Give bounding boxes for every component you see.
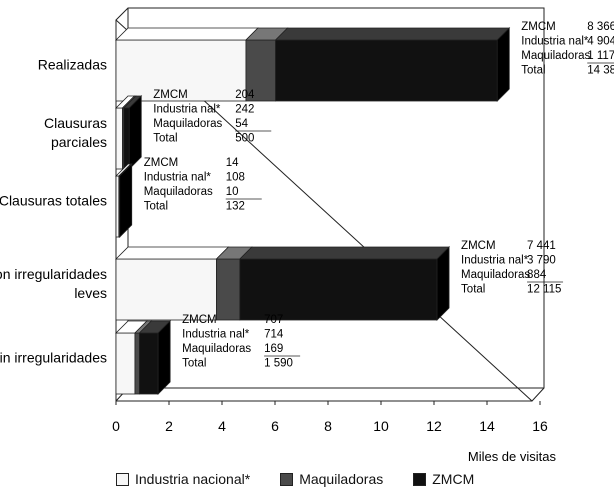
bar-side-face <box>157 320 171 395</box>
annotation-value: 54 <box>235 118 248 130</box>
bar-segment-zmcm <box>239 258 438 321</box>
annotation-label: Industria nal* <box>182 329 250 341</box>
bar-segment-industria-top <box>115 27 259 41</box>
category-label: parciales <box>51 134 107 150</box>
bar-segment-maquiladoras <box>216 258 241 321</box>
x-tick-label: 16 <box>532 418 548 434</box>
legend-item-maquiladoras: Maquiladoras <box>280 471 383 487</box>
x-tick-label: 0 <box>112 418 120 434</box>
bar-segment-industria <box>115 332 136 395</box>
bar-segment-maquiladoras <box>134 332 140 395</box>
annotation-label: Maquiladoras <box>182 343 251 355</box>
annotation-value: 1 590 <box>264 358 293 370</box>
x-axis-label: Miles de visitas <box>468 449 557 464</box>
annotation-value: 7 441 <box>527 240 556 252</box>
annotation-label: Total <box>144 201 168 213</box>
bar-segment-zmcm <box>275 39 498 102</box>
annotation-label: Total <box>182 358 206 370</box>
legend-item-zmcm: ZMCM <box>413 471 474 487</box>
legend-item-industria: Industria nacional* <box>116 471 250 487</box>
annotation-value: 132 <box>226 201 245 213</box>
annotation-value: 8 366 <box>587 21 614 33</box>
legend-label-industria: Industria nacional* <box>135 471 251 487</box>
bar-segment-zmcm <box>123 107 130 170</box>
annotation-value: 4 904 <box>587 36 614 48</box>
annotation-label: Total <box>521 65 545 77</box>
annotation-value: 707 <box>264 314 283 326</box>
bar-side-face <box>496 27 510 102</box>
bar-segment-zmcm-top <box>274 27 511 41</box>
annotation-label: ZMCM <box>521 21 556 33</box>
bar-segment-industria <box>115 39 247 102</box>
annotation-label: ZMCM <box>182 314 217 326</box>
annotation-label: Industria nal* <box>521 36 589 48</box>
annotation-value: 1 117 <box>587 50 614 62</box>
x-tick-label: 14 <box>479 418 495 434</box>
annotation-label: Total <box>153 133 177 145</box>
chart-frame-back <box>115 7 545 402</box>
bar-segment-industria <box>115 258 217 321</box>
legend-label-zmcm: ZMCM <box>432 471 475 487</box>
category-label: Realizadas <box>38 57 107 73</box>
annotation-value: 14 387 <box>587 65 614 77</box>
annotation-value: 3 790 <box>527 255 556 267</box>
bar-side-face <box>119 163 133 238</box>
annotation-value: 12 115 <box>527 284 561 296</box>
legend: Industria nacional* Maquiladoras ZMCM <box>116 470 504 488</box>
annotation-label: Maquiladoras <box>153 118 222 130</box>
annotation-label: Industria nal* <box>153 104 221 116</box>
x-tick-label: 2 <box>165 418 173 434</box>
x-tick-label: 12 <box>426 418 442 434</box>
annotation-label: Industria nal* <box>144 172 212 184</box>
annotation-value: 10 <box>226 186 239 198</box>
annotation-label: ZMCM <box>461 240 496 252</box>
x-tick-label: 4 <box>218 418 226 434</box>
category-label: Sin irregularidades <box>0 350 107 366</box>
annotation-value: 204 <box>235 89 255 101</box>
annotation-value: 169 <box>264 343 283 355</box>
annotation-label: ZMCM <box>153 89 188 101</box>
annotation-value: 500 <box>235 133 254 145</box>
bar-segment-zmcm-top <box>238 246 451 260</box>
legend-swatch-industria <box>116 472 129 486</box>
x-tick-label: 6 <box>271 418 279 434</box>
annotation-value: 14 <box>226 157 239 169</box>
annotation-label: Maquiladoras <box>521 50 590 62</box>
legend-swatch-zmcm <box>413 472 427 486</box>
x-tick-label: 8 <box>324 418 332 434</box>
bar-segment-industria <box>115 107 123 170</box>
category-label: Clausuras totales <box>0 193 107 209</box>
annotation-value: 714 <box>264 329 284 341</box>
x-tick-label: 10 <box>373 418 389 434</box>
annotation-label: ZMCM <box>144 157 179 169</box>
annotation-label: Maquiladoras <box>461 269 530 281</box>
bar-side-face <box>128 95 142 170</box>
annotation-value: 242 <box>235 104 254 116</box>
bar-segment-zmcm <box>138 332 159 395</box>
bar-segment-industria-top <box>115 246 230 260</box>
annotation-value: 884 <box>527 269 547 281</box>
annotation-label: Maquiladoras <box>144 186 213 198</box>
bar-segment-industria <box>115 175 120 238</box>
legend-label-maquiladoras: Maquiladoras <box>299 471 384 487</box>
annotation-value: 108 <box>226 172 245 184</box>
category-label: Con irregularidades <box>0 266 107 282</box>
category-label: leves <box>74 285 107 301</box>
annotation-label: Total <box>461 284 485 296</box>
legend-swatch-maquiladoras <box>280 472 294 486</box>
annotation-label: Industria nal* <box>461 255 529 267</box>
category-label: Clausuras <box>44 115 107 131</box>
bar-side-face <box>436 246 450 321</box>
